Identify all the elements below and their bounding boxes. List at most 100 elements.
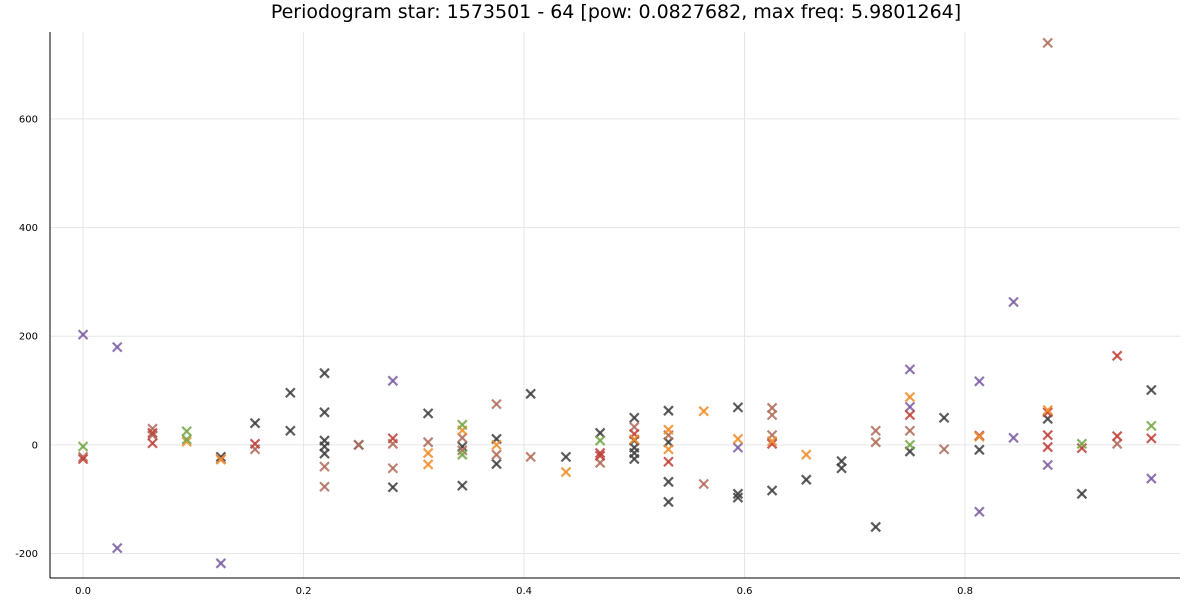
data-point — [904, 439, 916, 451]
data-point — [629, 453, 640, 465]
data-point — [1042, 459, 1053, 471]
data-point — [387, 481, 399, 493]
data-point — [594, 427, 606, 439]
data-point — [766, 409, 778, 421]
y-tick-label: 0 — [32, 440, 38, 451]
data-point — [457, 480, 468, 491]
data-point — [77, 451, 89, 463]
data-point — [698, 405, 710, 417]
data-point — [215, 451, 227, 463]
data-point — [147, 429, 158, 441]
data-point — [77, 329, 89, 340]
data-point — [215, 454, 227, 465]
series-5 — [77, 419, 1157, 460]
data-point — [457, 432, 468, 444]
series-1 — [215, 367, 1157, 533]
data-point — [491, 458, 502, 470]
data-point — [904, 391, 916, 403]
data-point — [663, 476, 674, 488]
data-point — [766, 438, 778, 450]
data-point — [1146, 384, 1157, 396]
data-point — [904, 364, 916, 375]
data-point — [319, 448, 330, 459]
data-point — [974, 506, 985, 517]
data-point — [387, 433, 399, 444]
series-0 — [77, 296, 1157, 569]
x-tick-label: 0.0 — [75, 586, 91, 597]
data-point — [974, 376, 985, 387]
y-tick-label: -200 — [15, 549, 38, 560]
data-point — [457, 445, 468, 456]
data-point — [800, 474, 812, 485]
data-point — [491, 449, 502, 460]
data-point — [766, 435, 778, 447]
x-tick-label: 0.8 — [957, 586, 973, 597]
data-point — [904, 409, 916, 421]
data-point — [800, 449, 812, 460]
data-point — [1042, 429, 1053, 441]
data-point — [870, 521, 882, 533]
series-3 — [77, 350, 1157, 468]
data-point — [663, 443, 674, 455]
data-point — [594, 435, 606, 446]
data-point — [974, 444, 985, 456]
data-point — [1076, 442, 1088, 454]
data-point — [974, 431, 985, 443]
data-point — [422, 459, 434, 470]
data-point — [732, 488, 744, 500]
data-point — [387, 462, 399, 474]
data-point — [698, 478, 710, 490]
data-point — [77, 453, 89, 465]
data-point — [319, 407, 330, 418]
y-tick-label: 400 — [19, 223, 38, 234]
data-point — [319, 481, 330, 493]
data-point — [111, 341, 123, 353]
data-point — [732, 433, 744, 445]
data-point — [766, 485, 778, 496]
data-point — [147, 437, 158, 449]
data-point — [525, 451, 536, 463]
data-point — [491, 398, 502, 410]
data-point — [663, 496, 674, 508]
data-point — [560, 466, 572, 478]
data-point — [1008, 296, 1019, 308]
data-point — [457, 441, 468, 452]
data-point — [387, 375, 399, 387]
y-tick-label: 200 — [19, 332, 38, 343]
data-point — [1076, 488, 1088, 500]
data-point — [870, 436, 882, 448]
x-tick-label: 0.6 — [737, 586, 753, 597]
data-point — [353, 439, 364, 451]
data-point — [422, 447, 434, 459]
data-point — [319, 461, 330, 472]
data-point — [560, 451, 572, 463]
data-point — [1146, 433, 1157, 444]
data-point — [1111, 438, 1123, 450]
data-point — [663, 424, 674, 435]
data-point — [525, 388, 536, 400]
data-point — [629, 412, 640, 424]
data-point — [319, 367, 330, 379]
data-point — [870, 425, 882, 437]
data-point — [111, 542, 123, 554]
data-point — [629, 434, 640, 445]
data-point — [1042, 441, 1053, 453]
data-point — [732, 402, 744, 413]
data-point — [904, 401, 916, 413]
data-point — [249, 417, 261, 429]
data-point — [732, 442, 744, 453]
data-point — [181, 436, 192, 447]
x-tick-label: 0.2 — [296, 586, 312, 597]
series-4 — [181, 391, 1053, 478]
data-point — [491, 439, 502, 451]
data-point — [663, 405, 674, 416]
data-point — [181, 426, 192, 437]
data-point — [77, 441, 89, 452]
x-tick-label: 0.4 — [516, 586, 532, 597]
data-point — [938, 412, 950, 424]
data-point — [422, 408, 434, 419]
data-point — [1111, 350, 1123, 362]
data-point — [1076, 438, 1088, 450]
